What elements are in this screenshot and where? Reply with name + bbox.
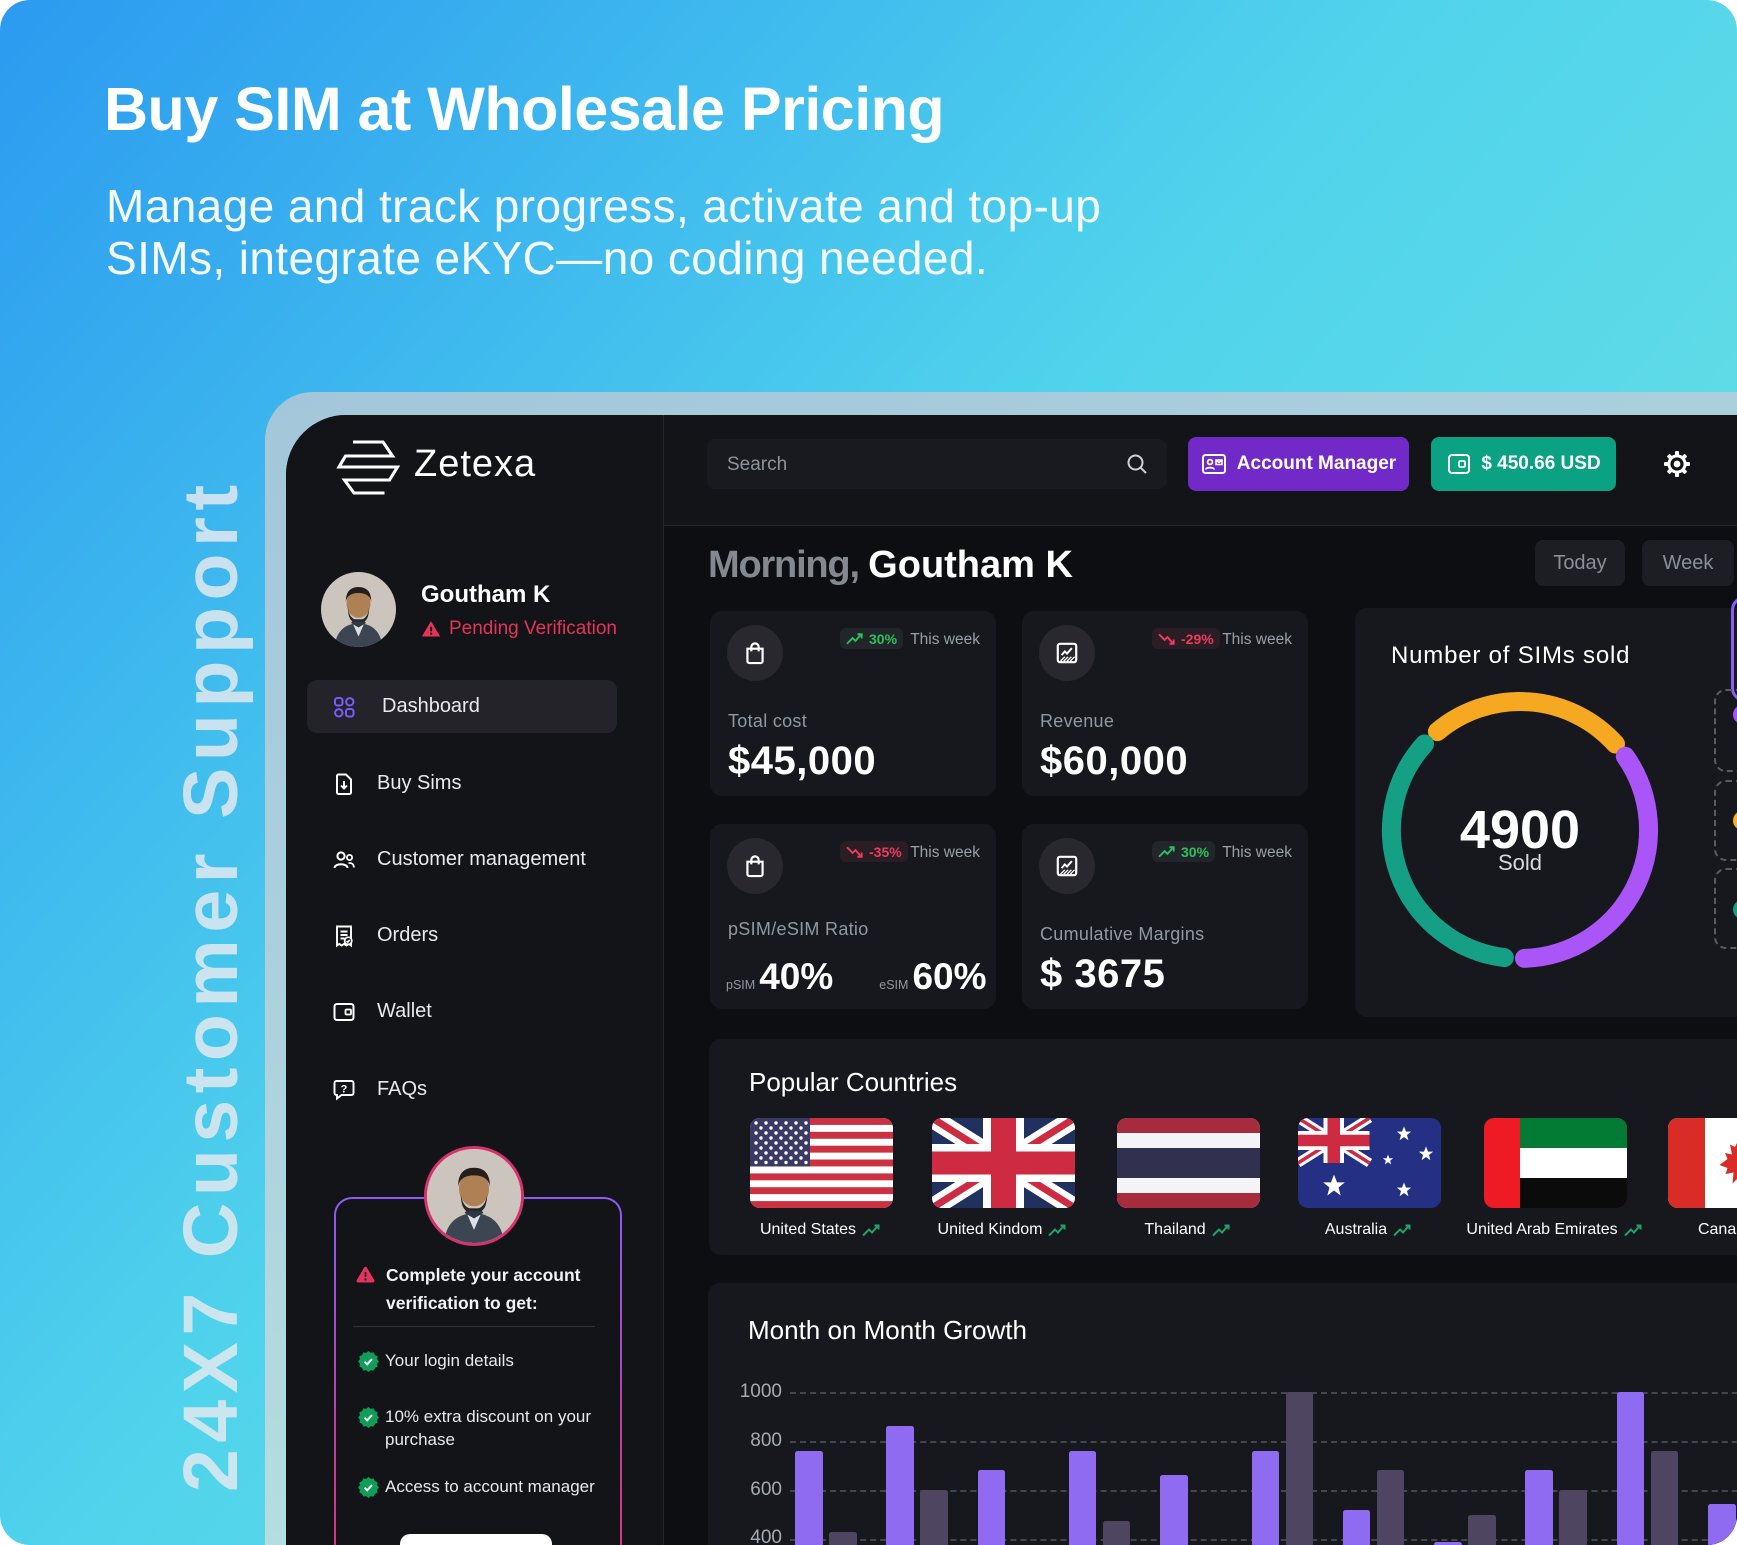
svg-text:?: ?	[341, 1083, 348, 1095]
